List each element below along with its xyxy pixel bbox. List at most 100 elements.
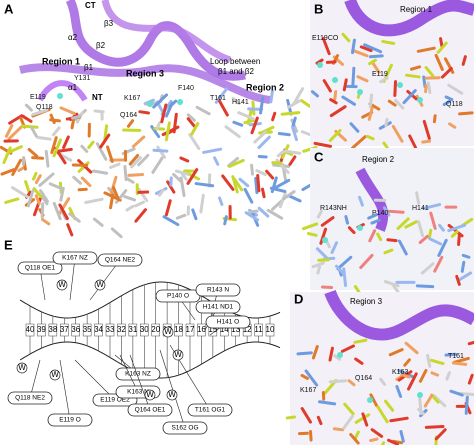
stick	[277, 132, 291, 137]
stick	[51, 126, 61, 137]
stick	[349, 433, 360, 445]
water-label: W	[174, 350, 182, 359]
water-label: W	[58, 280, 66, 289]
stick	[44, 149, 50, 168]
stick	[58, 203, 69, 221]
stick	[0, 168, 16, 176]
stick	[404, 341, 419, 355]
residue-label: Q164	[120, 112, 137, 119]
stick	[325, 60, 337, 64]
stick	[328, 346, 334, 362]
contact-line	[74, 359, 116, 401]
contact-label: H141 ND1	[203, 304, 234, 311]
region-label: Region 1	[42, 56, 80, 66]
base-box	[25, 323, 35, 337]
stick	[221, 174, 235, 191]
stick	[180, 172, 188, 181]
stick	[359, 253, 374, 270]
stick	[444, 352, 458, 357]
contact-label: K163 N	[127, 389, 149, 396]
base-number: 20	[151, 325, 160, 334]
stick	[186, 113, 196, 122]
stick	[376, 232, 383, 242]
water-node	[166, 389, 178, 401]
base-box	[94, 323, 103, 337]
stick	[168, 99, 178, 108]
stick	[391, 282, 400, 294]
water-sphere	[57, 93, 63, 99]
stick	[80, 176, 92, 188]
stick	[271, 178, 291, 191]
contact-line	[159, 349, 186, 429]
stick	[108, 162, 121, 169]
annotation: α1	[68, 83, 78, 92]
base-number: 30	[140, 325, 149, 334]
panel-a-art	[0, 0, 319, 239]
contact-box	[205, 315, 251, 329]
stick	[341, 95, 356, 106]
stick	[386, 238, 398, 243]
stick	[291, 125, 298, 142]
stick	[328, 379, 347, 384]
contact-label: Q118 NE2	[15, 395, 45, 402]
stick	[152, 148, 169, 153]
stick	[370, 60, 381, 74]
stick	[418, 234, 429, 245]
stick	[310, 90, 319, 98]
stick	[175, 213, 187, 220]
stick	[383, 248, 394, 255]
stick	[84, 197, 104, 205]
stick	[332, 427, 345, 432]
stick	[464, 395, 469, 415]
stick	[21, 114, 33, 123]
base-box	[48, 323, 58, 337]
stick	[31, 108, 49, 116]
stick	[449, 389, 464, 397]
contact-line	[129, 354, 151, 411]
stick	[329, 98, 338, 105]
stick	[437, 238, 448, 257]
residue-label: R143NH	[320, 205, 347, 212]
stick	[467, 373, 474, 385]
residue-label: K167	[124, 95, 140, 102]
annotation: β3	[104, 19, 114, 28]
panel-c-art	[301, 148, 474, 303]
stick	[131, 135, 146, 148]
stick	[288, 194, 302, 203]
stick	[397, 239, 408, 256]
annotation: β1 and β2	[218, 67, 254, 76]
water-sphere	[397, 82, 403, 88]
residue-label: Y131	[74, 75, 90, 82]
residue-label: H141	[412, 205, 429, 212]
water-label: W	[164, 327, 172, 336]
water-node	[94, 279, 106, 291]
contact-box	[162, 421, 208, 435]
contact-box	[195, 283, 241, 297]
stick	[257, 154, 268, 159]
stick	[415, 284, 435, 289]
annotation: β2	[96, 41, 106, 50]
stick	[227, 156, 240, 168]
base-number: 10	[266, 325, 275, 334]
base-box	[174, 323, 183, 337]
stick	[174, 169, 190, 176]
stick	[367, 213, 379, 220]
stick	[417, 220, 425, 238]
stick	[410, 65, 422, 71]
stick	[138, 110, 150, 115]
region-title: Region 3	[350, 297, 383, 306]
water-sphere	[357, 89, 363, 95]
water-sphere	[322, 237, 328, 243]
stick	[52, 138, 62, 158]
stick	[127, 173, 145, 177]
stick	[432, 114, 437, 124]
stick	[288, 155, 297, 166]
stick	[179, 176, 186, 198]
water-label: W	[168, 390, 176, 399]
stick	[157, 188, 165, 197]
residue-label: E119	[30, 94, 46, 101]
contact-line	[89, 259, 121, 301]
stick	[250, 163, 254, 176]
stick	[7, 145, 23, 154]
stick	[416, 46, 436, 53]
